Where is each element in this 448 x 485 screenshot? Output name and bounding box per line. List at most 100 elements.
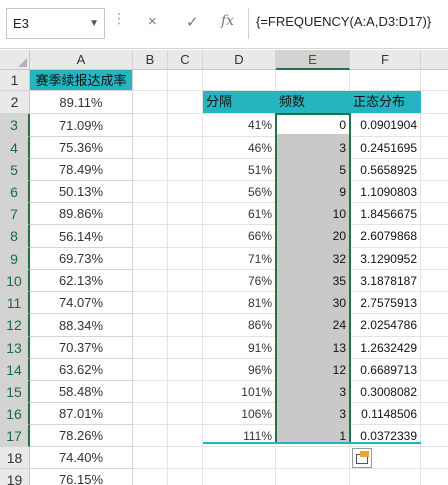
count-cell[interactable]: 0: [339, 118, 346, 132]
column-a-cell[interactable]: 89.11%: [30, 91, 133, 114]
column-header-f[interactable]: F: [350, 50, 421, 70]
column-a-cell[interactable]: 89.86%: [30, 203, 133, 225]
count-cell[interactable]: 30: [332, 296, 346, 310]
normal-cell[interactable]: 0.0901904: [360, 118, 417, 132]
count-cell[interactable]: 20: [332, 229, 346, 243]
normal-cell[interactable]: 0.5658925: [360, 163, 417, 177]
bin-cell[interactable]: 106%: [241, 407, 272, 421]
normal-cell[interactable]: 3.1290952: [360, 252, 417, 266]
count-cell[interactable]: 3: [339, 407, 346, 421]
quick-analysis-icon[interactable]: [352, 448, 372, 468]
column-header-g[interactable]: [421, 50, 448, 70]
normal-cell[interactable]: 0.1148506: [361, 407, 417, 421]
column-a-cell[interactable]: 87.01%: [30, 403, 133, 425]
row-header-9[interactable]: 9: [0, 248, 30, 270]
row-header-19[interactable]: 19: [0, 469, 30, 485]
bin-cell[interactable]: 101%: [241, 385, 272, 399]
row-header-6[interactable]: 6: [0, 181, 30, 203]
drag-handle-icon[interactable]: ⋮: [112, 10, 126, 26]
count-cell[interactable]: 32: [332, 252, 346, 266]
column-a-cell[interactable]: 88.34%: [30, 314, 133, 337]
normal-cell[interactable]: 0.3008082: [360, 385, 417, 399]
bin-cell[interactable]: 76%: [247, 274, 272, 288]
row-header-18[interactable]: 18: [0, 447, 30, 469]
bin-cell[interactable]: 51%: [247, 163, 272, 177]
count-cell[interactable]: 24: [332, 318, 346, 332]
chevron-down-icon[interactable]: ▼: [89, 18, 99, 29]
count-cell[interactable]: 9: [339, 185, 346, 199]
column-header-b[interactable]: B: [133, 50, 168, 70]
column-a-cell[interactable]: 63.62%: [30, 359, 133, 381]
normal-cell[interactable]: 1.8456675: [360, 207, 417, 221]
row-header-11[interactable]: 11: [0, 292, 30, 314]
count-cell[interactable]: 5: [339, 163, 346, 177]
bin-cell[interactable]: 91%: [247, 341, 272, 355]
row-header-17[interactable]: 17: [0, 425, 30, 447]
row-header-4[interactable]: 4: [0, 137, 30, 159]
normal-cell[interactable]: 2.7575913: [360, 296, 417, 310]
row-header-7[interactable]: 7: [0, 203, 30, 225]
select-all-corner[interactable]: [0, 50, 30, 70]
count-cell[interactable]: 12: [332, 363, 346, 377]
column-a-cell[interactable]: 50.13%: [30, 181, 133, 203]
column-a-cell[interactable]: 78.49%: [30, 159, 133, 181]
row-header-1[interactable]: 1: [0, 70, 30, 91]
bin-cell[interactable]: 46%: [247, 141, 272, 155]
count-cell[interactable]: 35: [332, 274, 346, 288]
row-header-10[interactable]: 10: [0, 270, 30, 292]
column-a-cell[interactable]: 56.14%: [30, 225, 133, 248]
column-a-cell[interactable]: 75.36%: [30, 137, 133, 159]
normal-cell[interactable]: 2.6079868: [360, 229, 417, 243]
column-a-cell[interactable]: 62.13%: [30, 270, 133, 292]
column-a-cell[interactable]: 74.07%: [30, 292, 133, 314]
normal-cell[interactable]: 0.0372339: [360, 429, 417, 443]
column-header-a[interactable]: A: [30, 50, 133, 70]
bin-cell[interactable]: 71%: [247, 252, 272, 266]
bin-cell[interactable]: 81%: [247, 296, 272, 310]
column-a-cell[interactable]: 69.73%: [30, 248, 133, 270]
count-cell[interactable]: 10: [332, 207, 346, 221]
bin-cell[interactable]: 56%: [247, 185, 272, 199]
bin-cell[interactable]: 86%: [247, 318, 272, 332]
count-cell[interactable]: 1: [339, 429, 346, 443]
bin-cell[interactable]: 66%: [247, 229, 272, 243]
column-header-d[interactable]: D: [203, 50, 276, 70]
normal-cell[interactable]: 3.1878187: [360, 274, 417, 288]
row-header-16[interactable]: 16: [0, 403, 30, 425]
name-box[interactable]: E3 ▼: [6, 8, 105, 39]
active-cell[interactable]: [276, 114, 350, 134]
column-a-cell[interactable]: 70.37%: [30, 337, 133, 359]
row-header-5[interactable]: 5: [0, 159, 30, 181]
column-header-e[interactable]: E: [276, 50, 350, 70]
column-header-c[interactable]: C: [168, 50, 203, 70]
column-a-cell[interactable]: 78.26%: [30, 425, 133, 447]
bin-cell[interactable]: 96%: [247, 363, 272, 377]
insert-function-icon[interactable]: fx: [221, 13, 235, 29]
normal-cell[interactable]: 0.6689713: [360, 363, 417, 377]
row-header-8[interactable]: 8: [0, 225, 30, 248]
formula-input[interactable]: {=FREQUENCY(A:A,D3:D17)}: [256, 14, 432, 29]
column-a-cell[interactable]: 58.48%: [30, 381, 133, 403]
row-header-2[interactable]: 2: [0, 91, 30, 114]
row-header-3[interactable]: 3: [0, 114, 30, 137]
column-a-header-cell[interactable]: 赛季续报达成率: [30, 70, 133, 91]
column-a-cell[interactable]: 76.15%: [30, 469, 133, 485]
column-a-cell[interactable]: 74.40%: [30, 447, 133, 469]
count-cell[interactable]: 3: [339, 141, 346, 155]
bin-cell[interactable]: 41%: [247, 118, 272, 132]
count-cell[interactable]: 13: [332, 341, 346, 355]
normal-cell[interactable]: 0.2451695: [360, 141, 417, 155]
row-header-12[interactable]: 12: [0, 314, 30, 337]
count-cell[interactable]: 3: [339, 385, 346, 399]
row-header-14[interactable]: 14: [0, 359, 30, 381]
enter-icon[interactable]: ✓: [186, 14, 199, 31]
normal-cell[interactable]: 2.0254786: [360, 318, 417, 332]
bin-cell[interactable]: 61%: [247, 207, 272, 221]
row-header-13[interactable]: 13: [0, 337, 30, 359]
bin-cell[interactable]: 111%: [243, 429, 272, 443]
normal-cell[interactable]: 1.1090803: [360, 185, 417, 199]
column-a-cell[interactable]: 71.09%: [30, 114, 133, 137]
row-header-15[interactable]: 15: [0, 381, 30, 403]
normal-cell[interactable]: 1.2632429: [360, 341, 417, 355]
cancel-icon[interactable]: ×: [148, 13, 157, 30]
